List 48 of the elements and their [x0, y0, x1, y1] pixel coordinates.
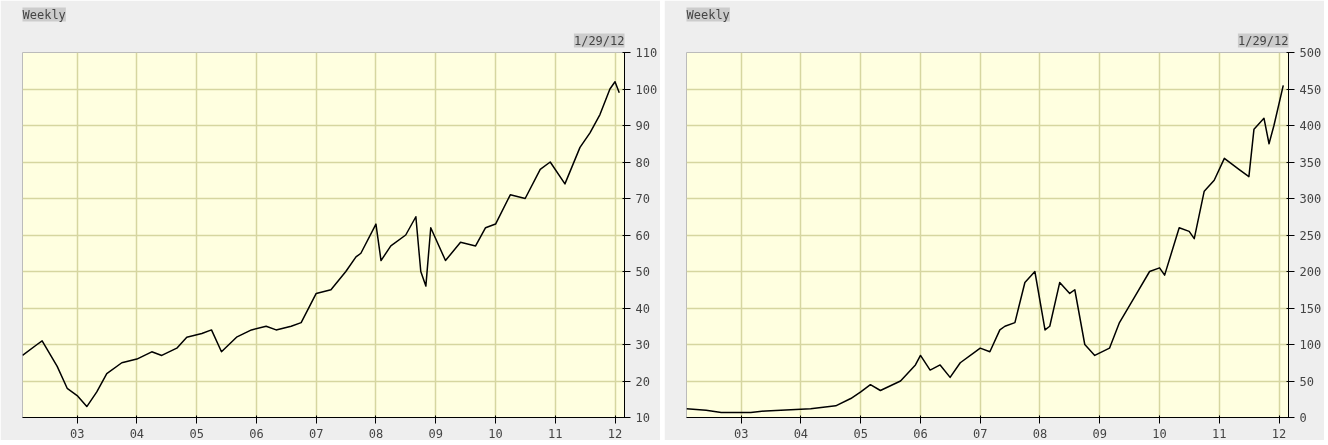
y-tick-label: 40 [635, 301, 650, 316]
y-tick-label: 50 [1299, 374, 1314, 389]
x-tick-label: 10 [1152, 426, 1167, 441]
y-tick-label: 500 [1299, 46, 1322, 60]
x-tick-label: 08 [368, 426, 384, 441]
y-tick-label: 300 [1299, 192, 1322, 206]
y-tick-label: 100 [1299, 338, 1322, 352]
y-tick-label: 50 [635, 265, 650, 279]
y-tick-label: 60 [635, 228, 650, 243]
y-tick-label: 150 [1299, 301, 1322, 316]
x-tick-label: 06 [913, 426, 928, 441]
y-tick-label: 0 [1299, 411, 1307, 425]
chart-subtitle: 1/29/12 [573, 33, 625, 48]
y-tick-label: 80 [635, 155, 650, 170]
x-tick-label: 08 [1032, 426, 1048, 441]
chart-title: Weekly [686, 7, 730, 22]
y-tick-label: 100 [635, 82, 658, 97]
x-tick-label: 09 [1092, 426, 1108, 441]
x-tick-label: 10 [488, 426, 503, 441]
chart-subtitle: 1/29/12 [1237, 33, 1289, 48]
y-tick-label: 90 [635, 119, 650, 133]
x-tick-label: 06 [249, 426, 264, 441]
x-tick-label: 11 [1212, 426, 1227, 441]
y-tick-label: 200 [1299, 265, 1322, 279]
x-tick-label: 05 [189, 426, 204, 441]
x-tick-label: 09 [428, 426, 444, 441]
y-tick-label: 10 [635, 411, 650, 425]
x-tick-label: 07 [972, 426, 988, 441]
y-tick-label: 350 [1299, 155, 1322, 170]
x-tick-label: 04 [793, 426, 809, 441]
chart-title: Weekly [22, 7, 66, 22]
x-tick-label: 04 [129, 426, 145, 441]
line-series [22, 80, 621, 408]
y-tick-label: 400 [1299, 119, 1322, 133]
y-tick-label: 450 [1299, 82, 1322, 97]
x-tick-label: 07 [308, 426, 324, 441]
x-tick-label: 12 [607, 426, 623, 441]
x-tick-label: 05 [853, 426, 868, 441]
y-tick-label: 30 [635, 338, 650, 352]
x-tick-label: 11 [548, 426, 563, 441]
y-tick-label: 20 [635, 374, 650, 389]
line-series [686, 84, 1285, 414]
y-tick-label: 70 [635, 192, 650, 206]
x-tick-label: 03 [733, 426, 749, 441]
x-tick-label: 12 [1271, 426, 1287, 441]
y-tick-label: 110 [635, 46, 658, 60]
x-tick-label: 03 [69, 426, 85, 441]
y-tick-label: 250 [1299, 228, 1322, 243]
